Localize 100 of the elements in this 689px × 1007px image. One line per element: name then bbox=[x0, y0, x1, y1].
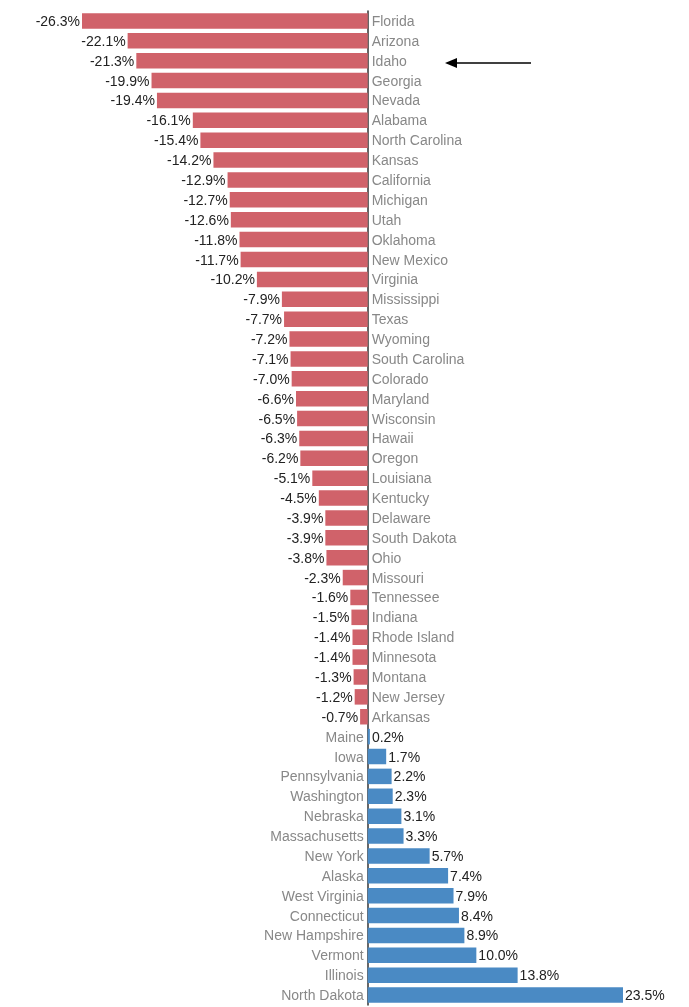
bar bbox=[227, 172, 368, 188]
y-tick-label: Utah bbox=[371, 211, 402, 228]
y-tick-label: Florida bbox=[371, 12, 415, 29]
data-label: -1.3% bbox=[315, 668, 352, 685]
bar bbox=[312, 470, 368, 486]
bar bbox=[192, 112, 368, 129]
bar bbox=[367, 788, 393, 805]
data-label: -11.8% bbox=[194, 231, 238, 248]
y-tick-label: North Dakota bbox=[281, 987, 364, 1004]
data-label: -5.1% bbox=[273, 470, 311, 487]
data-label: -10.2% bbox=[210, 271, 255, 288]
y-tick-label: Indiana bbox=[371, 609, 418, 626]
bar bbox=[281, 291, 368, 308]
y-tick-label: Kentucky bbox=[371, 490, 430, 507]
data-label: 2.3% bbox=[394, 788, 427, 805]
y-tick-label: Louisiana bbox=[371, 470, 432, 487]
data-label: -12.7% bbox=[183, 191, 228, 208]
bar bbox=[299, 430, 368, 447]
bar bbox=[82, 13, 368, 29]
y-tick-label: South Dakota bbox=[371, 529, 457, 546]
data-label: -6.3% bbox=[260, 430, 298, 447]
y-tick-label: Massachusetts bbox=[270, 828, 364, 845]
data-label: 5.7% bbox=[431, 847, 464, 864]
data-label: -6.2% bbox=[261, 450, 299, 467]
y-tick-label: Alaska bbox=[321, 867, 364, 884]
y-tick-label: Pennsylvania bbox=[280, 768, 364, 785]
y-tick-label: Oregon bbox=[371, 450, 419, 467]
y-tick-label: Maine bbox=[325, 728, 364, 745]
y-tick-label: South Carolina bbox=[371, 350, 465, 367]
bar bbox=[200, 132, 368, 148]
bar bbox=[367, 987, 623, 1003]
y-tick-label: Hawaii bbox=[371, 430, 414, 447]
y-tick-label: Colorado bbox=[371, 370, 429, 387]
bar bbox=[353, 669, 368, 685]
y-tick-label: Wisconsin bbox=[371, 410, 436, 427]
y-tick-label: Kansas bbox=[371, 152, 419, 169]
data-label: -16.1% bbox=[146, 112, 191, 129]
data-label: -7.2% bbox=[250, 331, 288, 348]
y-tick-label: Arizona bbox=[371, 32, 420, 49]
bar bbox=[256, 271, 368, 288]
y-tick-label: Idaho bbox=[371, 52, 407, 69]
data-label: -0.7% bbox=[321, 708, 359, 725]
y-tick-label: New Jersey bbox=[371, 688, 445, 705]
data-label: -12.6% bbox=[184, 211, 229, 228]
data-label: -4.5% bbox=[280, 490, 317, 507]
bar bbox=[156, 92, 368, 109]
data-label: -6.6% bbox=[257, 390, 295, 407]
data-label: -3.9% bbox=[286, 529, 324, 546]
data-label: -1.6% bbox=[311, 589, 349, 606]
y-tick-label: New York bbox=[304, 847, 365, 864]
bar bbox=[290, 351, 368, 367]
bar bbox=[367, 907, 459, 924]
data-label: 3.1% bbox=[403, 808, 436, 825]
data-label: -7.9% bbox=[243, 291, 280, 308]
data-label: -7.1% bbox=[252, 350, 289, 367]
data-label: 23.5% bbox=[625, 987, 665, 1004]
bar bbox=[326, 549, 368, 566]
y-tick-label: Connecticut bbox=[289, 907, 364, 924]
data-label: -14.2% bbox=[167, 152, 212, 169]
y-tick-label: Minnesota bbox=[371, 649, 437, 666]
data-label: -3.8% bbox=[287, 549, 325, 566]
y-tick-label: Rhode Island bbox=[371, 629, 455, 646]
bar bbox=[367, 947, 477, 964]
data-label: -19.9% bbox=[105, 72, 150, 89]
bar bbox=[351, 609, 368, 626]
bar bbox=[350, 589, 368, 606]
y-tick-label: North Carolina bbox=[371, 132, 463, 149]
bar bbox=[367, 808, 402, 824]
data-label: 10.0% bbox=[478, 947, 519, 964]
data-label: -21.3% bbox=[89, 52, 135, 69]
data-label: 2.2% bbox=[393, 768, 426, 785]
bar bbox=[352, 649, 368, 665]
bar bbox=[367, 887, 454, 904]
bar bbox=[318, 490, 368, 506]
y-tick-label: Montana bbox=[371, 668, 427, 685]
data-label: -22.1% bbox=[81, 32, 126, 49]
y-tick-label: West Virginia bbox=[281, 887, 364, 904]
bar bbox=[367, 967, 518, 983]
bar bbox=[291, 371, 368, 387]
data-label: 3.3% bbox=[405, 828, 438, 845]
bar bbox=[297, 410, 368, 427]
y-tick-label: Nebraska bbox=[303, 808, 364, 825]
data-label: 0.2% bbox=[371, 728, 404, 745]
data-label: 8.4% bbox=[460, 907, 493, 924]
data-label: -2.3% bbox=[304, 569, 341, 586]
bar bbox=[127, 33, 368, 49]
data-label: -19.4% bbox=[110, 92, 155, 109]
y-tick-label: Wyoming bbox=[371, 331, 430, 348]
bar bbox=[360, 708, 368, 725]
data-label: -1.4% bbox=[313, 629, 351, 646]
y-tick-label: Arkansas bbox=[371, 708, 431, 725]
data-label: 13.8% bbox=[519, 967, 560, 984]
bar bbox=[367, 868, 449, 884]
data-label: 8.9% bbox=[466, 927, 499, 944]
bar bbox=[367, 828, 404, 844]
bar bbox=[230, 211, 368, 228]
data-label: -7.7% bbox=[245, 311, 283, 328]
bar bbox=[296, 390, 368, 407]
bar bbox=[352, 629, 368, 645]
data-label: -12.9% bbox=[181, 171, 226, 188]
